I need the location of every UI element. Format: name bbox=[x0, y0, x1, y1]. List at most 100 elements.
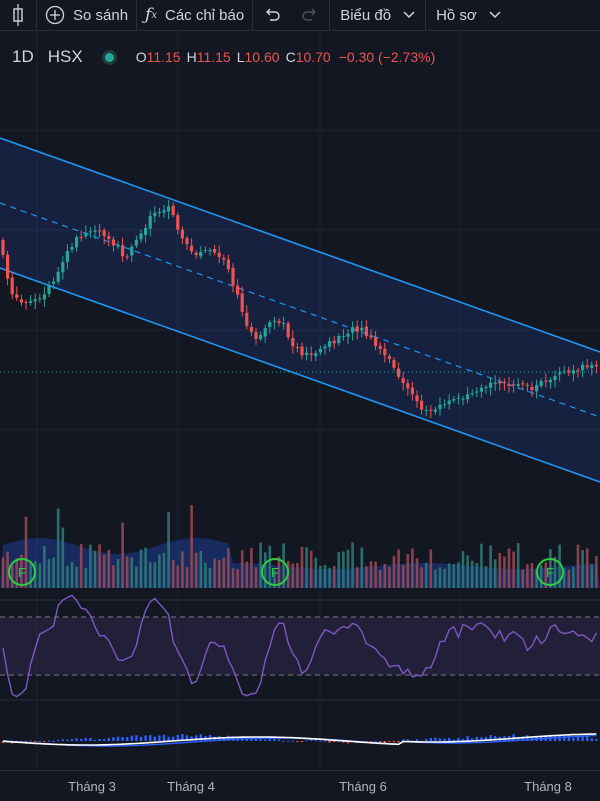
volume-bar bbox=[539, 565, 543, 588]
volume-bar bbox=[567, 569, 571, 588]
candle-body bbox=[116, 245, 120, 247]
candle-body bbox=[332, 340, 336, 344]
volume-bar bbox=[388, 566, 391, 588]
candlestick-series bbox=[1, 200, 598, 418]
redo-button[interactable] bbox=[291, 0, 329, 30]
candle-body bbox=[378, 345, 382, 349]
candle-body bbox=[139, 233, 143, 240]
macd-histogram-bar bbox=[245, 738, 248, 741]
candle-body bbox=[300, 346, 304, 356]
volume-bar bbox=[309, 550, 313, 588]
candle-body bbox=[75, 237, 79, 248]
interval-label[interactable]: 1D bbox=[12, 47, 34, 66]
rsi-band bbox=[0, 617, 600, 675]
candle-body bbox=[272, 320, 276, 322]
candle-body bbox=[461, 398, 465, 400]
candle-body bbox=[521, 383, 525, 385]
volume-bar bbox=[222, 557, 226, 588]
macd-histogram-bar bbox=[406, 739, 409, 741]
undo-button[interactable] bbox=[253, 0, 291, 30]
compare-label: So sánh bbox=[73, 6, 129, 24]
volume-bar bbox=[227, 548, 230, 588]
channel-lower-line[interactable] bbox=[0, 267, 600, 483]
macd-histogram-bar bbox=[392, 741, 396, 743]
macd-histogram-bar bbox=[61, 739, 64, 741]
channel-upper-line[interactable] bbox=[0, 137, 600, 353]
macd-histogram-bar bbox=[135, 735, 138, 741]
candle-body bbox=[314, 353, 318, 357]
compare-button[interactable]: So sánh bbox=[37, 0, 136, 30]
volume-bar bbox=[378, 569, 382, 588]
macd-histogram-bar bbox=[66, 739, 69, 741]
volume-marker-2[interactable]: F bbox=[261, 558, 289, 586]
candle-body bbox=[61, 262, 65, 273]
candle-body bbox=[484, 386, 488, 388]
undo-icon bbox=[266, 8, 280, 21]
volume-bar bbox=[236, 569, 239, 588]
volume-bar bbox=[558, 544, 561, 588]
volume-bar bbox=[47, 558, 51, 588]
volume-bar bbox=[277, 556, 281, 588]
volume-bar bbox=[585, 548, 589, 588]
chevron-down-icon bbox=[489, 11, 501, 19]
macd-histogram-bar bbox=[521, 736, 524, 741]
volume-bar bbox=[530, 562, 534, 588]
candle-body bbox=[539, 381, 543, 386]
macd-histogram-bar bbox=[388, 741, 391, 742]
chart-style-button[interactable] bbox=[0, 0, 36, 30]
candle-body bbox=[387, 356, 391, 359]
low-value: 10.60 bbox=[244, 49, 280, 65]
volume-bar bbox=[52, 557, 55, 588]
time-axis[interactable]: Tháng 3 Tháng 4 Tháng 6 Tháng 8 bbox=[0, 770, 600, 801]
macd-histogram-bar bbox=[448, 737, 451, 741]
candle-body bbox=[493, 382, 497, 384]
volume-bar bbox=[231, 568, 235, 588]
macd-histogram-bar bbox=[139, 736, 143, 741]
volume-bar bbox=[176, 565, 180, 588]
macd-histogram-bar bbox=[277, 739, 281, 741]
volume-bar bbox=[125, 556, 129, 588]
candle-body bbox=[263, 328, 267, 337]
volume-bar bbox=[43, 545, 46, 588]
chart-type-dropdown[interactable]: Biểu đồ bbox=[330, 0, 425, 30]
volume-bar bbox=[6, 551, 9, 588]
volume-bar bbox=[415, 558, 419, 588]
price-chart[interactable]: F F F bbox=[0, 0, 600, 770]
volume-bar bbox=[250, 547, 253, 588]
exchange-label[interactable]: HSX bbox=[47, 47, 83, 66]
volume-bar bbox=[116, 559, 120, 588]
marker-label: F bbox=[546, 565, 554, 580]
volume-marker-3[interactable]: F bbox=[536, 558, 564, 586]
volume-bar bbox=[489, 545, 492, 588]
candle-body bbox=[558, 372, 562, 375]
candle-body bbox=[121, 245, 125, 257]
volume-bar bbox=[254, 567, 258, 588]
symbol-legend: 1D HSX O 11.15 H 11.15 L 10.60 C 10.70 −0.30… bbox=[0, 44, 435, 70]
macd-histogram-bar bbox=[195, 735, 198, 741]
macd-histogram-bar bbox=[121, 737, 124, 741]
volume-bar bbox=[107, 549, 111, 588]
volume-marker-1[interactable]: F bbox=[8, 558, 36, 586]
macd-histogram-bar bbox=[323, 740, 327, 742]
toolbar-divider bbox=[329, 0, 331, 30]
candle-body bbox=[594, 364, 598, 367]
candle-body bbox=[443, 404, 447, 406]
macd-histogram-bar bbox=[310, 739, 313, 741]
macd-histogram-bar bbox=[425, 738, 428, 741]
volume-bar bbox=[392, 555, 396, 588]
macd-histogram-bar bbox=[567, 735, 570, 741]
macd-histogram-bar bbox=[158, 735, 161, 741]
candle-body bbox=[148, 215, 152, 229]
candle-body bbox=[24, 302, 28, 304]
candle-body bbox=[498, 381, 502, 384]
volume-bar bbox=[190, 505, 193, 588]
candle-body bbox=[576, 370, 580, 372]
macd-histogram-bar bbox=[47, 740, 51, 742]
candle-body bbox=[374, 337, 378, 347]
candle-body bbox=[420, 400, 424, 410]
candle-body bbox=[525, 384, 529, 386]
volume-bar bbox=[406, 554, 410, 588]
profile-dropdown[interactable]: Hồ sơ bbox=[426, 0, 511, 30]
volume-bar bbox=[595, 555, 598, 588]
